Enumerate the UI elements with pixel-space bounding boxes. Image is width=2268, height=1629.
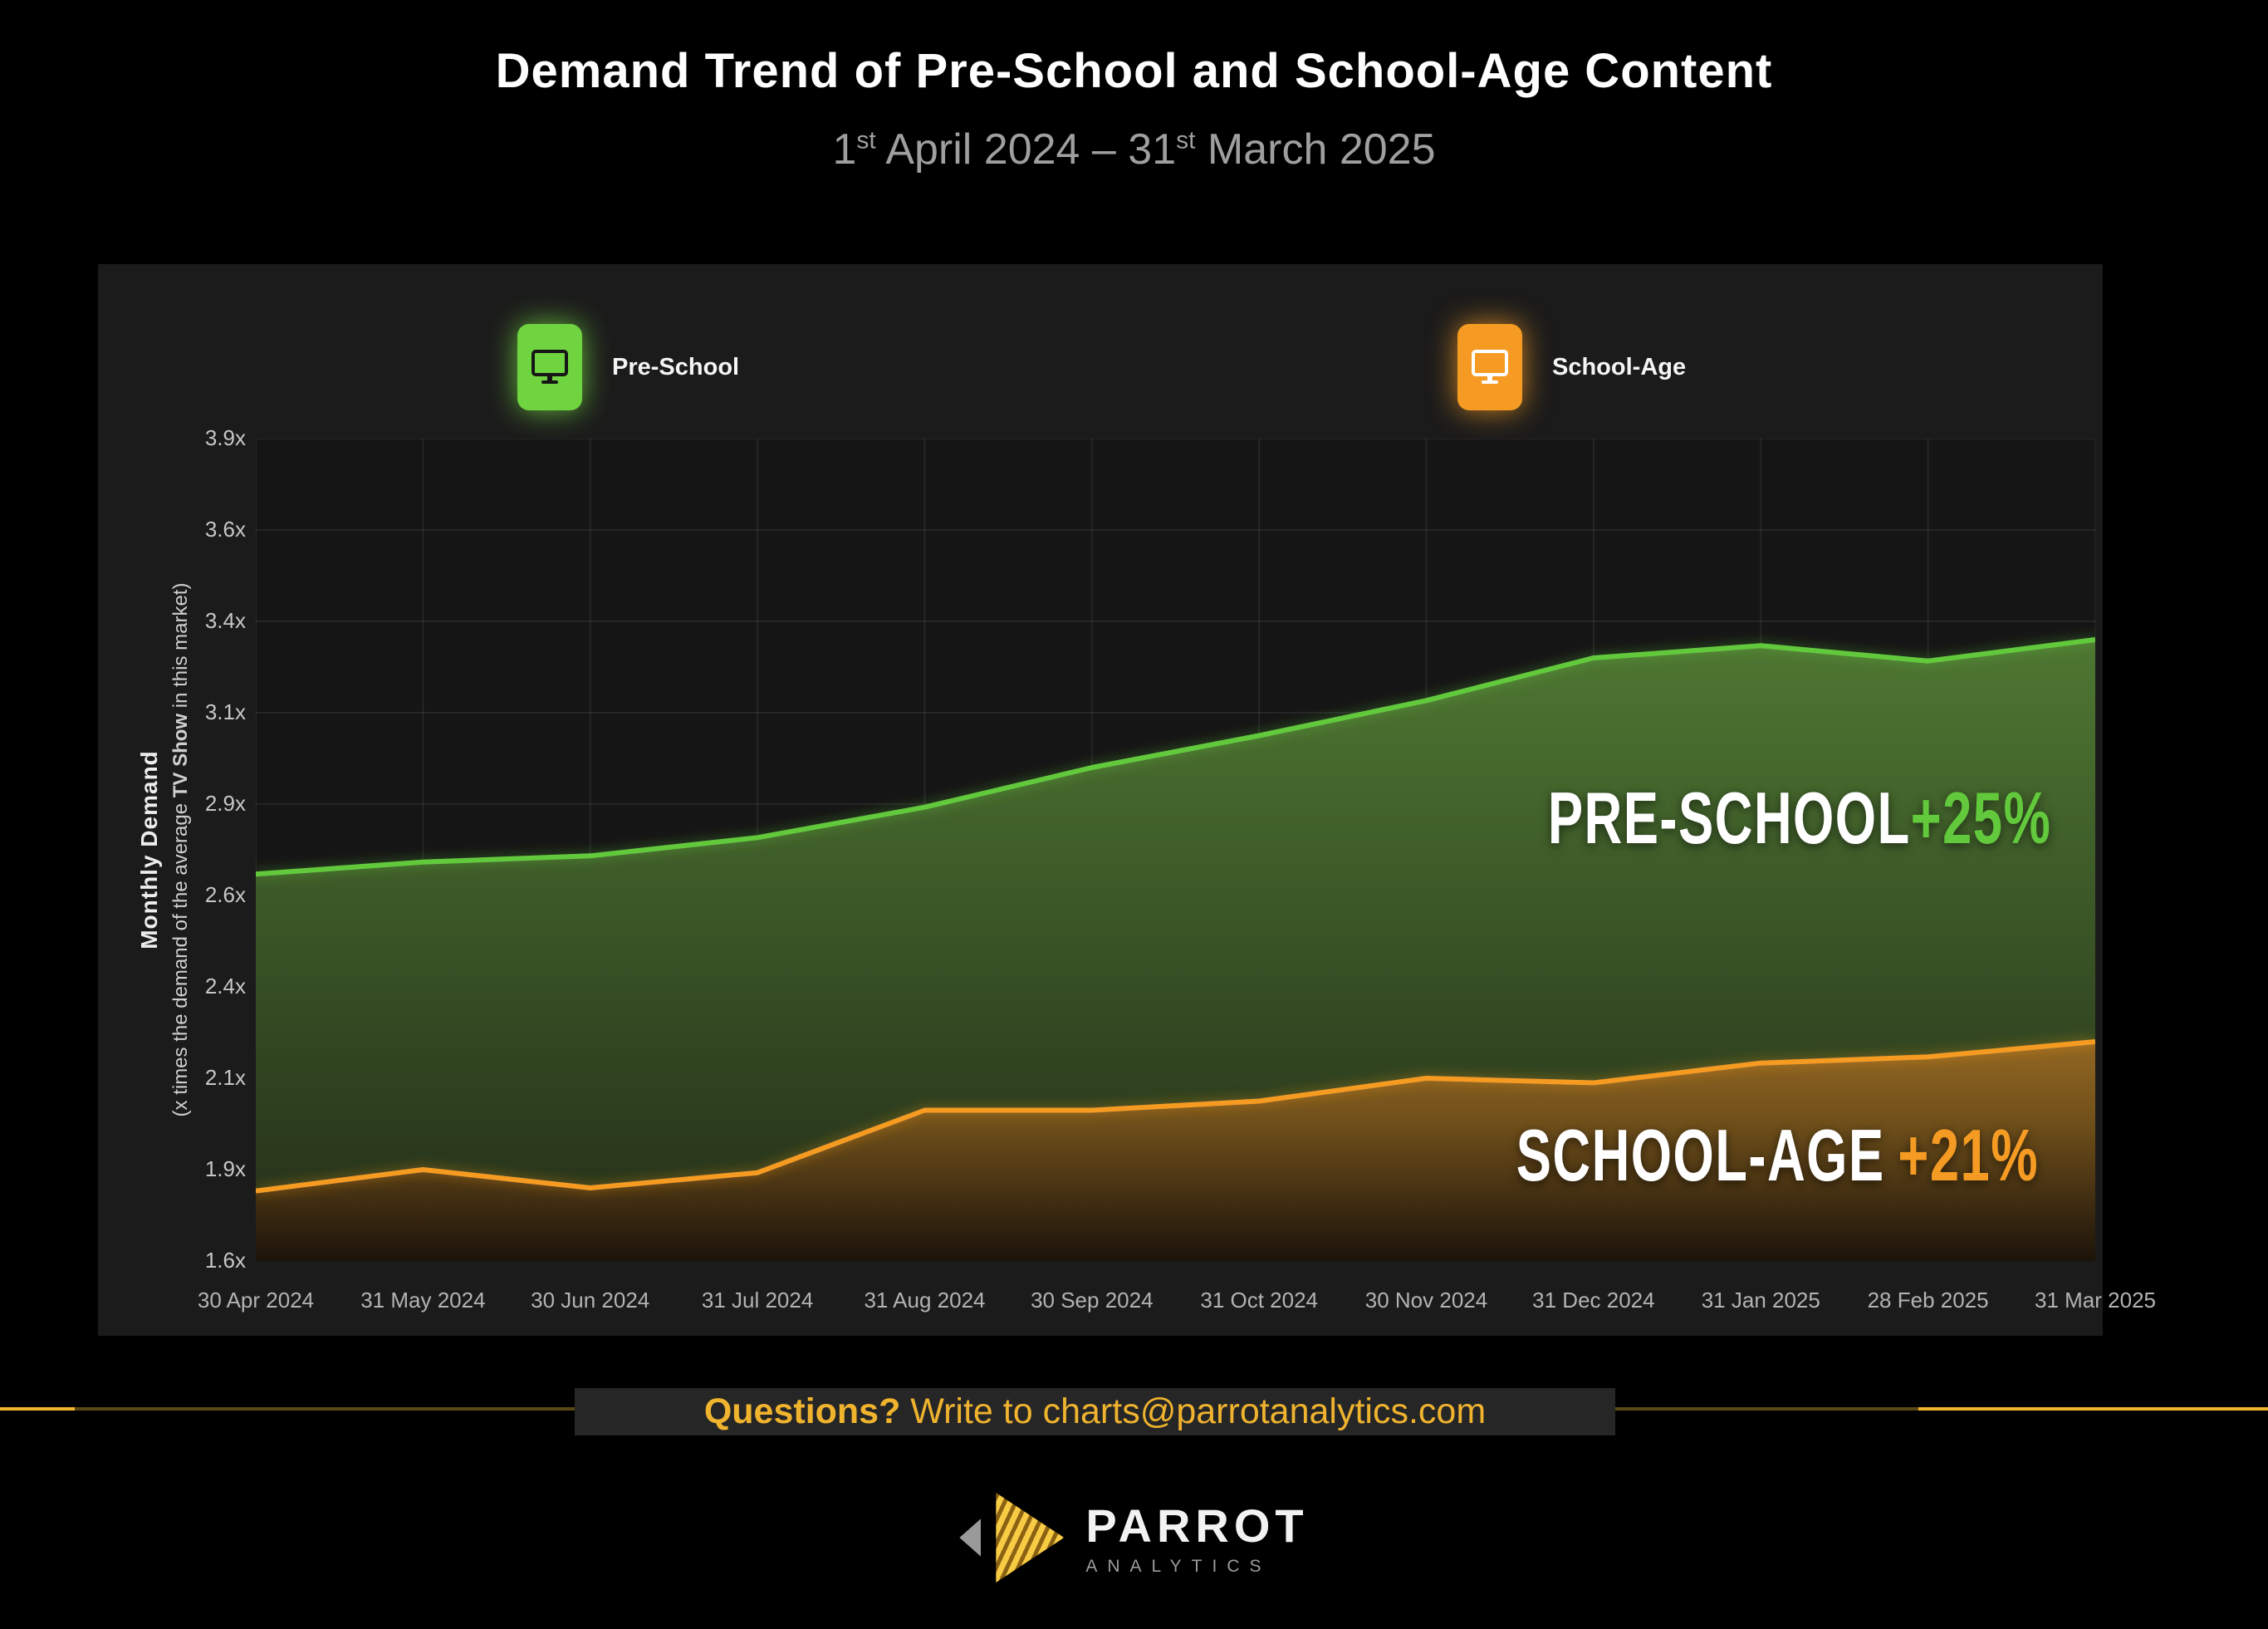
area-chart [256,439,2095,1261]
subtitle-superscript: st [1176,126,1196,155]
divider-line-bright-left [0,1407,75,1411]
y-axis-title-sub: (x times the demand of the average TV Sh… [169,582,192,1117]
tv-card-icon [1457,324,1522,410]
x-tick-label: 30 Jun 2024 [531,1288,650,1313]
page-title: Demand Trend of Pre-School and School-Ag… [495,44,1773,98]
contact-email-text: Write to charts@parrotanalytics.com [900,1391,1487,1431]
legend-item-pre-school: Pre-School [517,324,739,410]
logo-brand-text: PARROT [1085,1499,1309,1552]
x-tick-label: 31 Oct 2024 [1200,1288,1319,1313]
y-tick-label: 3.9x [204,425,246,450]
x-tick-label: 31 May 2024 [360,1288,486,1313]
annotation-pre-school: PRE-SCHOOL+25% [1548,776,2051,861]
x-tick-label: 31 Mar 2025 [2035,1288,2156,1313]
divider-line-bright-right [1918,1407,2268,1411]
x-tick-label: 31 Jul 2024 [701,1288,814,1313]
pre-school-area [256,640,2095,1191]
x-tick-label: 30 Apr 2024 [197,1288,315,1313]
legend-item-school-age: School-Age [1457,324,1686,410]
y-axis-title-main: Monthly Demand [136,750,162,949]
pre-school-line [256,637,2095,877]
logo-gold-triangle-icon [996,1493,1065,1582]
y-tick-label: 1.9x [204,1156,246,1181]
legend-label: Pre-School [612,353,740,380]
annotation-school-age: SCHOOL-AGE +21% [1516,1113,2039,1198]
annotation-label: SCHOOL-AGE [1516,1114,1885,1196]
annotation-delta: +21% [1898,1114,2039,1196]
contact-banner: Questions? Write to charts@parrotanalyti… [575,1388,1615,1435]
monitor-icon [531,350,568,384]
subtitle-superscript: st [856,126,876,155]
y-tick-label: 1.6x [204,1248,246,1273]
page-subtitle: 1st April 2024 – 31st March 2025 [0,125,2268,174]
logo-left-arrow-icon [959,1519,982,1557]
subtitle-text: March 2025 [1195,125,1436,174]
annotation-label: PRE-SCHOOL [1547,777,1911,859]
annotation-delta: +25% [1910,777,2051,859]
x-tick-label: 28 Feb 2025 [1867,1288,1989,1313]
subtitle-text: 1 [832,125,857,174]
x-tick-label: 30 Nov 2024 [1364,1288,1488,1313]
logo-text: PARROT ANALYTICS [1085,1499,1308,1577]
contact-question: Questions? [703,1391,901,1431]
chart-panel: Pre-School School-Age Monthly Demand (x … [98,264,2156,1336]
y-axis-title: Monthly Demand (x times the demand of th… [136,583,193,1117]
x-tick-label: 30 Sep 2024 [1031,1288,1154,1313]
x-tick-label: 31 Aug 2024 [864,1288,986,1313]
legend-label: School-Age [1552,353,1687,380]
logo-sub-brand-text: ANALYTICS [1085,1557,1271,1576]
x-tick-label: 31 Jan 2025 [1701,1288,1820,1313]
monitor-icon [1472,350,1508,384]
tv-card-icon [517,324,582,410]
school-age-line [256,1039,2095,1194]
y-tick-label: 3.6x [204,517,246,542]
parrot-analytics-logo: PARROT ANALYTICS [0,1493,2268,1582]
subtitle-text: April 2024 – 31 [875,125,1177,174]
x-tick-label: 31 Dec 2024 [1532,1288,1655,1313]
school-age-area [256,1042,2095,1261]
